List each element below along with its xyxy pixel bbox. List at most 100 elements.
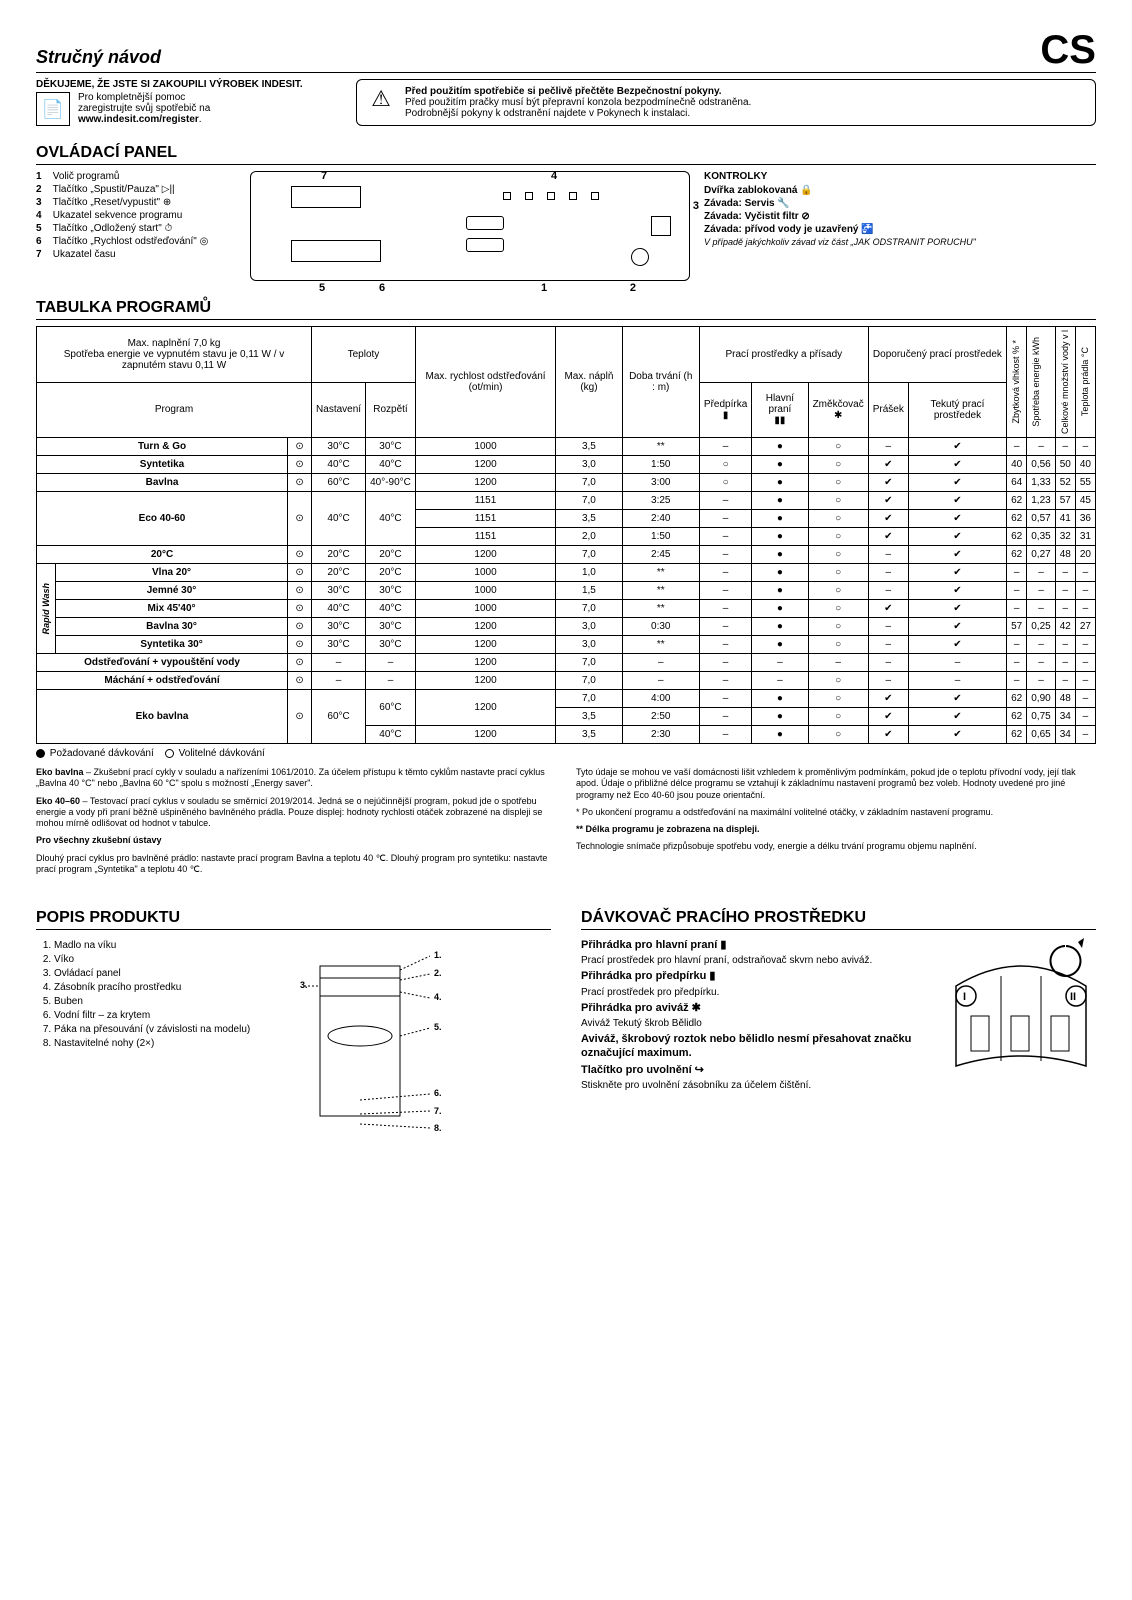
footnote-right: Tyto údaje se mohou ve vaší domácnosti l…	[576, 767, 1096, 801]
panel-item: 7 Ukazatel času	[36, 249, 236, 260]
col-prewash: Předpírka	[704, 399, 747, 410]
panel-item: 3 Tlačítko „Reset/vypustit" ⊕	[36, 197, 236, 208]
product-description-col: POPIS PRODUKTU Madlo na víkuVíkoOvládací…	[36, 891, 551, 1136]
svg-text:8.: 8.	[434, 1123, 442, 1133]
svg-text:II: II	[1070, 991, 1076, 1003]
footnotes-row: Eko bavlna – Zkušební prací cykly v soul…	[36, 767, 1096, 881]
table-legend: Požadované dávkování Volitelné dávkování	[36, 748, 1096, 759]
svg-text:7.: 7.	[434, 1106, 442, 1116]
program-row: 20°C⊙20°C20°C12007,02:45–●○–✔620,274820	[37, 546, 1096, 564]
col-liquid: Tekutý prací prostředek	[908, 382, 1006, 438]
dispenser-text: Přihrádka pro hlavní praní ▮ Prací prost…	[581, 936, 934, 1092]
table-caption-load: Max. naplnění 7,0 kg	[128, 338, 221, 349]
release-title: Tlačítko pro uvolnění ↪	[581, 1063, 934, 1077]
title-bar: Stručný návod CS	[36, 30, 1096, 73]
col-additives: Prací prostředky a přísady	[699, 327, 868, 383]
dispenser-heading: DÁVKOVAČ PRACÍHO PROSTŘEDKU	[581, 909, 1096, 930]
footnote-left: Eko 40–60 – Testovací prací cyklus v sou…	[36, 796, 556, 830]
safety-warning-box: ⚠ Před použitím spotřebiče si pečlivě př…	[356, 79, 1096, 126]
panel-item: 5 Tlačítko „Odložený start" ⏱	[36, 223, 236, 234]
indicators-heading: KONTROLKY	[704, 171, 1096, 182]
program-row: Mix 45'40°⊙40°C40°C10007,0**–●○✔✔––––	[37, 600, 1096, 618]
indicator-item: Závada: Servis 🔧	[704, 198, 1096, 209]
footnote-right: * Po ukončení programu a odstřeďování na…	[576, 807, 1096, 818]
indicator-note: V případě jakýchkoliv závad viz část „JA…	[704, 237, 1096, 247]
register-line1: Pro kompletnější pomoc	[78, 92, 185, 103]
panel-item: 4 Ukazatel sekvence programu	[36, 210, 236, 221]
program-row: Syntetika 30°⊙30°C30°C12003,0**–●○–✔––––	[37, 636, 1096, 654]
panel-item: 1 Volič programů	[36, 171, 236, 182]
footnotes-right: Tyto údaje se mohou ve vaší domácnosti l…	[576, 767, 1096, 881]
dispenser-diagram: I II	[946, 936, 1096, 1092]
footnotes-left: Eko bavlna – Zkušební prací cykly v soul…	[36, 767, 556, 881]
col-energy: Spotřeba energie kWh	[1031, 337, 1041, 427]
register-url: www.indesit.com/register	[78, 114, 199, 125]
warning-text: Před použitím spotřebiče si pečlivě přeč…	[405, 86, 751, 119]
col-recommended: Doporučený prací prostředek	[868, 327, 1006, 383]
intro-row: DĚKUJEME, ŽE JSTE SI ZAKOUPILI VÝROBEK I…	[36, 79, 1096, 126]
indicator-item: Závada: přívod vody je uzavřený 🚰	[704, 224, 1096, 235]
product-item: Zásobník pracího prostředku	[54, 982, 286, 993]
product-item: Páka na přesouvání (v závislosti na mode…	[54, 1024, 286, 1035]
footnote-left: Dlouhý prací cyklus pro bavlněné prádlo:…	[36, 853, 556, 876]
col-softener: Změkčovač	[813, 399, 864, 410]
footnote-right: ** Délka programu je zobrazena na disple…	[576, 824, 1096, 835]
panel-item: 2 Tlačítko „Spustit/Pauza" ▷||	[36, 184, 236, 195]
svg-text:6.: 6.	[434, 1088, 442, 1098]
svg-text:2.: 2.	[434, 968, 442, 978]
register-text: Pro kompletnější pomoc zaregistrujte svů…	[78, 92, 210, 126]
programs-table: Max. naplnění 7,0 kg Spotřeba energie ve…	[36, 326, 1096, 744]
svg-text:5.: 5.	[434, 1022, 442, 1032]
product-item: Ovládací panel	[54, 968, 286, 979]
legend-required: Požadované dávkování	[50, 748, 154, 759]
language-code: CS	[1040, 30, 1096, 70]
svg-text:I: I	[963, 991, 966, 1003]
program-row: Eco 40-60⊙40°C40°C11517,03:25–●○✔✔621,23…	[37, 492, 1096, 510]
release-text: Stiskněte pro uvolnění zásobníku za účel…	[581, 1079, 934, 1092]
col-spin: Max. rychlost odstřeďování (ot/min)	[415, 327, 555, 438]
bottom-columns: POPIS PRODUKTU Madlo na víkuVíkoOvládací…	[36, 891, 1096, 1136]
svg-text:3.: 3.	[300, 980, 308, 990]
col-temp-set: Nastavení	[312, 382, 366, 438]
product-item: Víko	[54, 954, 286, 965]
warning-line2: Podrobnější pokyny k odstranění najdete …	[405, 108, 690, 119]
product-diagram: 1. 2. 3. 4. 5. 6. 7. 8.	[300, 936, 460, 1136]
col-temp-range: Rozpětí	[366, 382, 416, 438]
col-duration: Doba trvání (h : m)	[622, 327, 699, 438]
control-panel-row: 1 Volič programů 2 Tlačítko „Spustit/Pauz…	[36, 171, 1096, 281]
col-powder: Prášek	[868, 382, 908, 438]
register-line2: zaregistrujte svůj spotřebič na	[78, 103, 210, 114]
program-row: Syntetika⊙40°C40°C12003,01:50○●○✔✔400,56…	[37, 456, 1096, 474]
panel-legend-list: 1 Volič programů 2 Tlačítko „Spustit/Pauz…	[36, 171, 236, 281]
page-title: Stručný návod	[36, 47, 161, 68]
indicators-block: KONTROLKY Dvířka zablokovaná 🔒 Závada: Se…	[704, 171, 1096, 281]
program-row: Odstřeďování + vypouštění vody⊙––12007,0…	[37, 654, 1096, 672]
col-load: Max. náplň (kg)	[556, 327, 622, 438]
softener-icon: ✱	[834, 410, 842, 421]
panel-item: 6 Tlačítko „Rychlost odstřeďování" ◎	[36, 236, 236, 247]
program-row: Bavlna⊙60°C40°-90°C12007,03:00○●○✔✔641,3…	[37, 474, 1096, 492]
register-icon: 📄	[36, 92, 70, 126]
dispenser-col: DÁVKOVAČ PRACÍHO PROSTŘEDKU Přihrádka pr…	[581, 891, 1096, 1136]
indicator-item: Závada: Vyčistit filtr ⊘	[704, 211, 1096, 222]
comp-warning: Aviváž, škrobový roztok nebo bělidlo nes…	[581, 1032, 934, 1061]
product-item: Buben	[54, 996, 286, 1007]
program-row: Máchání + odstřeďování⊙––12007,0–––○––––…	[37, 672, 1096, 690]
comp3-title: Přihrádka pro aviváž ✱	[581, 1001, 934, 1015]
warning-title: Před použitím spotřebiče si pečlivě přeč…	[405, 86, 722, 97]
thanks-line: DĚKUJEME, ŽE JSTE SI ZAKOUPILI VÝROBEK I…	[36, 79, 336, 90]
svg-text:4.: 4.	[434, 992, 442, 1002]
program-row: Rapid WashVlna 20°⊙20°C20°C10001,0**–●○–…	[37, 564, 1096, 582]
intro-left: DĚKUJEME, ŽE JSTE SI ZAKOUPILI VÝROBEK I…	[36, 79, 336, 126]
program-row: Bavlna 30°⊙30°C30°C12003,00:30–●○–✔570,2…	[37, 618, 1096, 636]
col-program: Program	[37, 382, 312, 438]
product-item: Nastavitelné nohy (2×)	[54, 1038, 286, 1049]
warning-icon: ⚠	[367, 86, 395, 114]
table-caption-energy: Spotřeba energie ve vypnutém stavu je 0,…	[64, 349, 285, 371]
panel-diagram: 7 4 3 2 1 6 5	[250, 171, 690, 281]
control-panel-heading: OVLÁDACÍ PANEL	[36, 144, 1096, 165]
indicator-item: Dvířka zablokovaná 🔒	[704, 185, 1096, 196]
col-laundry-temp: Teplota prádla °C	[1080, 347, 1090, 416]
footnote-left: Pro všechny zkušební ústavy	[36, 835, 556, 846]
program-row: Turn & Go⊙30°C30°C10003,5**–●○–✔––––	[37, 438, 1096, 456]
